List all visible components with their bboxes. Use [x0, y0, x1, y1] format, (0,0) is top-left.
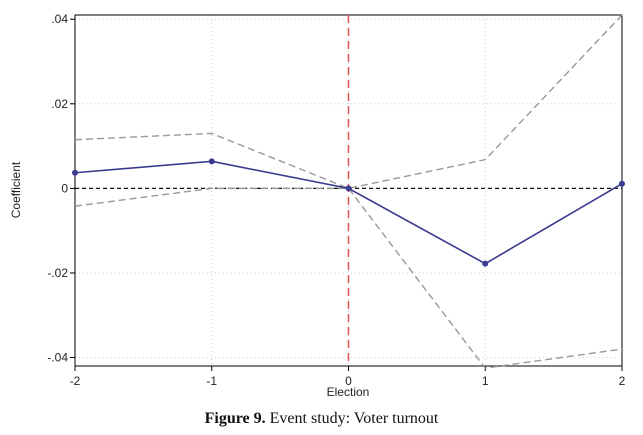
caption-text: Event study: Voter turnout	[269, 410, 439, 427]
estimate-point	[72, 169, 78, 176]
x-tick-label: -2	[70, 374, 81, 388]
series-group	[72, 14, 625, 369]
y-tick-label: -.04	[47, 351, 68, 365]
y-tick-label: -.02	[47, 266, 68, 280]
y-axis-label: Coefficient	[9, 161, 23, 218]
estimate-point	[482, 260, 489, 267]
x-axis-label: Election	[327, 385, 370, 399]
caption-label: Figure 9	[204, 410, 262, 427]
x-tick-label: 2	[619, 374, 626, 388]
figure-caption: Figure 9. Event study: Voter turnout	[204, 410, 439, 427]
event-study-chart: .04 .02 0 -.02 -.04 -2 -1 0 1 2 Election Coeffic…	[9, 12, 626, 399]
upper-ci-line	[74, 14, 623, 190]
y-axis-ticks: .04 .02 0 -.02 -.04	[47, 12, 75, 365]
x-tick-label: 0	[345, 374, 352, 388]
y-tick-label: .04	[51, 12, 68, 26]
estimate-point	[208, 158, 215, 165]
estimate-point	[619, 180, 625, 187]
estimate-point	[345, 185, 352, 192]
x-tick-label: 1	[482, 374, 489, 388]
y-tick-label: .02	[51, 97, 68, 111]
x-tick-label: -1	[206, 374, 217, 388]
lower-ci-line	[74, 187, 623, 369]
y-tick-label: 0	[61, 181, 68, 195]
